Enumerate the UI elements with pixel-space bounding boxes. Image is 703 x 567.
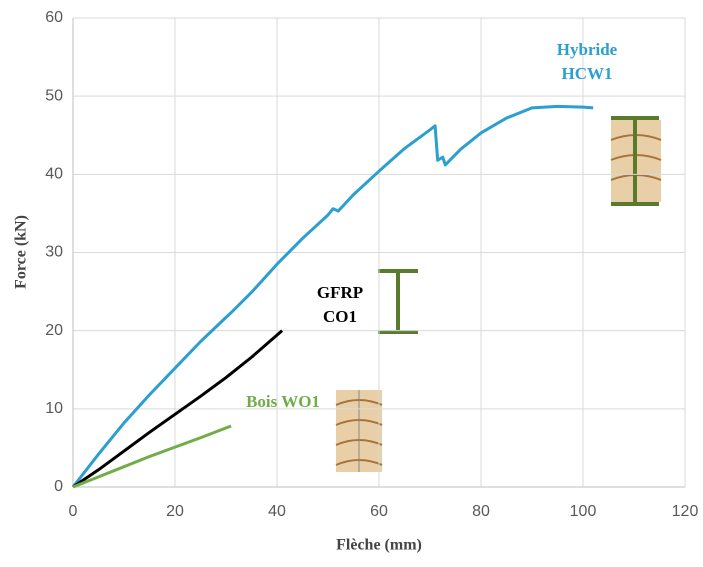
y-tick-label: 20 bbox=[45, 322, 63, 339]
x-axis-title: Flèche (mm) bbox=[336, 537, 422, 554]
y-axis-title: Force (kN) bbox=[13, 215, 30, 289]
x-tick-label: 100 bbox=[570, 503, 597, 520]
hybrid-icon bbox=[610, 116, 662, 206]
x-tick-label: 40 bbox=[268, 503, 286, 520]
y-tick-label: 0 bbox=[54, 478, 63, 495]
y-tick-label: 10 bbox=[45, 400, 63, 417]
gfrp-icon bbox=[378, 269, 418, 334]
grid bbox=[72, 17, 686, 488]
y-tick-label: 30 bbox=[45, 244, 63, 261]
series-line bbox=[71, 104, 594, 488]
x-tick-label: 20 bbox=[166, 503, 184, 520]
x-tick-label: 0 bbox=[69, 503, 78, 520]
series-line bbox=[72, 424, 232, 489]
series-label: Hybride HCW1 bbox=[556, 40, 618, 83]
series-label: Bois WO1 bbox=[246, 392, 320, 411]
x-tick-label: 120 bbox=[672, 503, 699, 520]
y-tick-label: 60 bbox=[45, 9, 63, 26]
y-tick-label: 40 bbox=[45, 166, 63, 183]
x-tick-label: 60 bbox=[370, 503, 388, 520]
wood-icon bbox=[335, 390, 383, 472]
x-tick-label: 80 bbox=[472, 503, 490, 520]
series-label: GFRP CO1 bbox=[316, 283, 364, 326]
series-line bbox=[72, 329, 284, 489]
y-tick-label: 50 bbox=[45, 87, 63, 104]
